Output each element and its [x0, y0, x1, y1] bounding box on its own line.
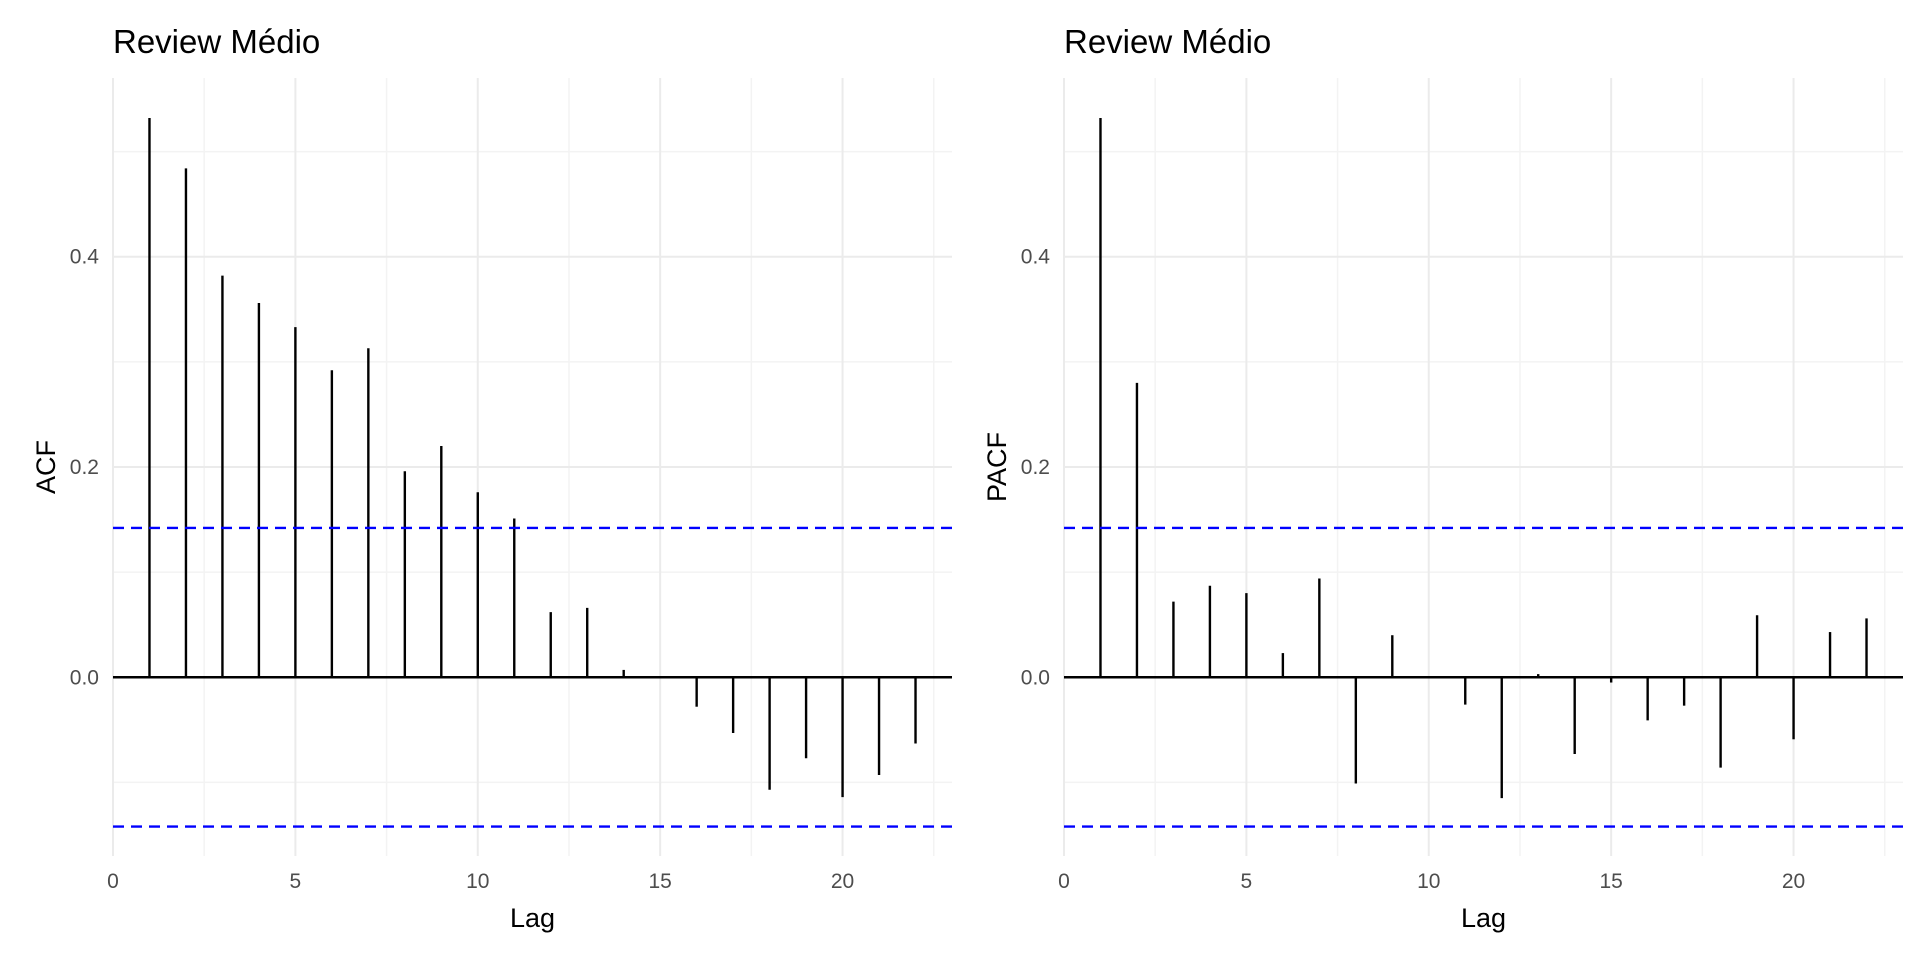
pacf-x-tick-label: 10: [1417, 870, 1440, 893]
acf-y-tick-label: 0.2: [70, 456, 99, 479]
acf-x-tick-label: 5: [290, 870, 302, 893]
acf-y-axis-label: ACF: [31, 440, 61, 494]
acf-panel: Review Médio Lag ACF 0 5 10 15 20 0.0 0.2 0.4: [31, 23, 952, 933]
acf-x-tick-label: 20: [831, 870, 854, 893]
pacf-y-axis-label: PACF: [982, 432, 1012, 502]
acf-x-tick-label: 10: [466, 870, 489, 893]
acf-y-tick-label: 0.4: [70, 246, 100, 269]
pacf-chart-title: Review Médio: [1064, 23, 1271, 60]
acf-x-tick-label: 15: [648, 870, 671, 893]
pacf-x-axis-label: Lag: [1461, 903, 1506, 933]
pacf-y-tick-label: 0.4: [1021, 246, 1051, 269]
acf-x-axis-label: Lag: [510, 903, 555, 933]
pacf-y-tick-label: 0.2: [1021, 456, 1050, 479]
pacf-panel: Review Médio Lag PACF 0 5 10 15 20 0.0 0.2 0.4: [982, 23, 1903, 933]
pacf-x-tick-label: 0: [1058, 870, 1070, 893]
pacf-y-tick-label: 0.0: [1021, 666, 1050, 689]
pacf-grid: [1063, 78, 1903, 856]
pacf-x-tick-label: 15: [1599, 870, 1622, 893]
acf-x-tick-label: 0: [107, 870, 119, 893]
pacf-x-tick-label: 5: [1241, 870, 1253, 893]
acf-grid: [112, 78, 952, 856]
acf-y-tick-label: 0.0: [70, 666, 99, 689]
acf-chart-title: Review Médio: [113, 23, 320, 60]
pacf-x-tick-label: 20: [1782, 870, 1805, 893]
